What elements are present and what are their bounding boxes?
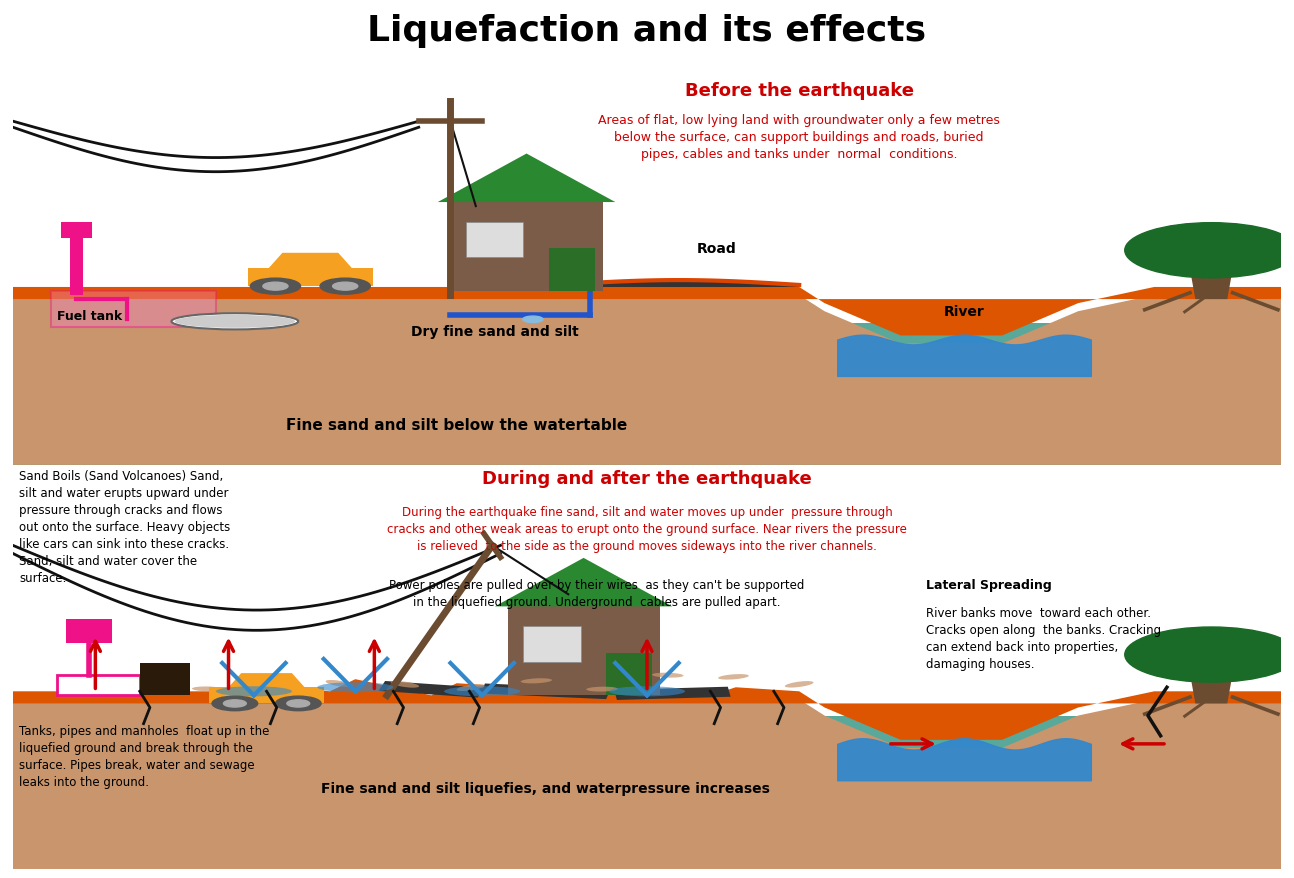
Polygon shape <box>1190 270 1233 299</box>
Polygon shape <box>247 269 373 287</box>
Ellipse shape <box>586 677 617 681</box>
Polygon shape <box>523 626 581 662</box>
Polygon shape <box>1190 674 1233 703</box>
Ellipse shape <box>259 679 289 685</box>
Text: During and after the earthquake: During and after the earthquake <box>483 470 811 487</box>
Ellipse shape <box>171 313 298 330</box>
Circle shape <box>224 700 246 708</box>
Circle shape <box>1124 627 1294 682</box>
Polygon shape <box>558 285 800 288</box>
Circle shape <box>320 279 370 295</box>
Polygon shape <box>437 155 616 203</box>
Polygon shape <box>13 324 1281 465</box>
Text: Lateral Spreading: Lateral Spreading <box>927 579 1052 592</box>
Text: Fine sand and silt below the watertable: Fine sand and silt below the watertable <box>286 417 628 433</box>
Polygon shape <box>13 700 1281 869</box>
Polygon shape <box>268 254 352 269</box>
Circle shape <box>1124 223 1294 278</box>
Ellipse shape <box>783 689 815 694</box>
Text: Before the earthquake: Before the earthquake <box>685 82 914 99</box>
Polygon shape <box>70 223 83 296</box>
Text: Sand Boils (Sand Volcanoes) Sand,
silt and water erupts upward under
pressure th: Sand Boils (Sand Volcanoes) Sand, silt a… <box>19 470 230 584</box>
Ellipse shape <box>523 673 550 680</box>
Text: Fine sand and silt liquefies, and waterpressure increases: Fine sand and silt liquefies, and waterp… <box>321 781 770 795</box>
Ellipse shape <box>609 687 685 696</box>
Ellipse shape <box>455 673 487 679</box>
Polygon shape <box>13 296 1281 465</box>
Polygon shape <box>13 288 1281 336</box>
Polygon shape <box>480 684 611 699</box>
Circle shape <box>287 700 309 708</box>
Ellipse shape <box>61 679 92 684</box>
Circle shape <box>333 283 357 291</box>
Polygon shape <box>66 619 111 643</box>
Polygon shape <box>61 223 92 239</box>
Ellipse shape <box>216 687 292 696</box>
Ellipse shape <box>326 683 352 690</box>
Ellipse shape <box>719 683 748 690</box>
Ellipse shape <box>317 682 393 693</box>
Ellipse shape <box>444 687 520 696</box>
Text: Road: Road <box>697 241 736 255</box>
Ellipse shape <box>175 315 295 328</box>
Circle shape <box>212 696 258 711</box>
Ellipse shape <box>655 679 681 686</box>
Text: Fuel tank: Fuel tank <box>57 309 123 322</box>
Ellipse shape <box>389 678 421 682</box>
Circle shape <box>250 279 300 295</box>
Polygon shape <box>50 291 216 328</box>
Polygon shape <box>57 675 140 695</box>
Text: River banks move  toward each other.
Cracks open along  the banks. Cracking
can : River banks move toward each other. Crac… <box>927 607 1161 671</box>
Polygon shape <box>379 681 484 698</box>
Text: During the earthquake fine sand, silt and water moves up under  pressure through: During the earthquake fine sand, silt an… <box>387 506 907 552</box>
Polygon shape <box>210 687 324 703</box>
Ellipse shape <box>192 674 224 680</box>
Text: Tanks, pipes and manholes  float up in the
liquefied ground and break through th: Tanks, pipes and manholes float up in th… <box>19 723 269 788</box>
Polygon shape <box>607 653 652 695</box>
Polygon shape <box>13 716 1281 869</box>
Circle shape <box>523 317 543 323</box>
Ellipse shape <box>128 686 157 692</box>
Polygon shape <box>615 687 731 700</box>
Circle shape <box>276 696 321 711</box>
Polygon shape <box>13 680 1281 740</box>
Polygon shape <box>466 222 524 258</box>
Circle shape <box>263 283 289 291</box>
Polygon shape <box>450 203 603 291</box>
Polygon shape <box>229 673 304 687</box>
Polygon shape <box>550 249 595 291</box>
Polygon shape <box>494 558 673 607</box>
Text: Areas of flat, low lying land with groundwater only a few metres
below the surfa: Areas of flat, low lying land with groun… <box>598 114 1000 161</box>
Polygon shape <box>507 607 660 695</box>
Polygon shape <box>140 663 190 695</box>
Text: River: River <box>943 305 985 319</box>
Text: Power poles are pulled over by their wires  as they can't be supported
in the li: Power poles are pulled over by their wir… <box>388 579 804 608</box>
Text: Dry fine sand and silt: Dry fine sand and silt <box>411 325 578 339</box>
Text: Liquefaction and its effects: Liquefaction and its effects <box>367 14 927 47</box>
